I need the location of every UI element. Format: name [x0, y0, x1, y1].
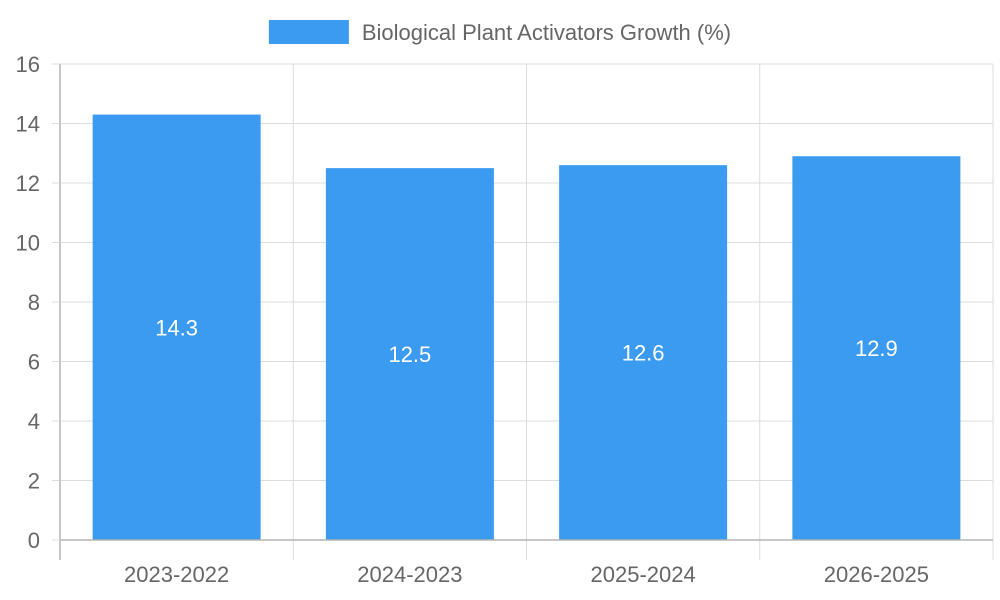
bar-value-label: 12.6 — [622, 341, 665, 366]
ytick-label: 8 — [28, 290, 40, 315]
legend-swatch[interactable] — [269, 20, 349, 44]
ytick-label: 12 — [16, 171, 40, 196]
bar-value-label: 12.9 — [855, 336, 898, 361]
ytick-label: 14 — [16, 112, 40, 137]
bar-chart: 0 2 4 6 8 10 12 14 16 2023-2022 2024-2023 2025-202… — [0, 0, 1000, 600]
xtick-label: 2023-2022 — [124, 562, 229, 587]
xtick-label: 2024-2023 — [357, 562, 462, 587]
ytick-label: 10 — [16, 231, 40, 256]
legend[interactable]: Biological Plant Activators Growth (%) — [269, 20, 731, 45]
ytick-label: 6 — [28, 350, 40, 375]
legend-label[interactable]: Biological Plant Activators Growth (%) — [362, 20, 731, 45]
y-axis-ticks: 0 2 4 6 8 10 12 14 16 — [16, 52, 60, 553]
ytick-label: 0 — [28, 528, 40, 553]
ytick-label: 16 — [16, 52, 40, 77]
bar-value-label: 12.5 — [388, 342, 431, 367]
xtick-label: 2025-2024 — [591, 562, 696, 587]
x-axis-ticks: 2023-2022 2024-2023 2025-2024 2026-2025 — [124, 562, 929, 587]
bar-value-label: 14.3 — [155, 315, 198, 340]
ytick-label: 2 — [28, 469, 40, 494]
ytick-label: 4 — [28, 409, 40, 434]
xtick-label: 2026-2025 — [824, 562, 929, 587]
chart-container: 0 2 4 6 8 10 12 14 16 2023-2022 2024-2023 2025-202… — [0, 0, 1000, 600]
